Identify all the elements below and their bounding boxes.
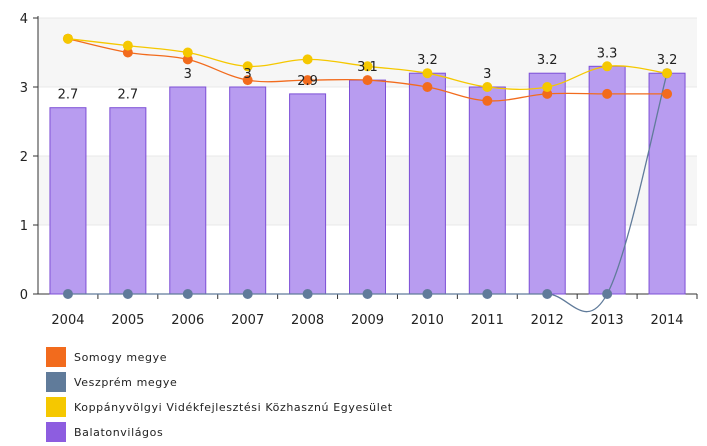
data-label: 3.2 (417, 53, 438, 68)
series-point (482, 95, 493, 106)
bar (468, 86, 506, 295)
x-tick-label: 2013 (591, 313, 624, 328)
legend-swatch (46, 397, 66, 417)
x-tick-label: 2014 (650, 313, 683, 328)
legend-swatch (46, 347, 66, 367)
legend-item[interactable]: Somogy megye (46, 345, 393, 369)
data-label: 2.7 (58, 88, 79, 103)
series-point (422, 289, 433, 299)
series-point (302, 75, 313, 86)
bar (588, 65, 626, 295)
legend-label: Balatonvilágos (74, 425, 164, 439)
series-point (662, 68, 673, 79)
series-point (602, 88, 613, 99)
x-tick-label: 2011 (471, 313, 504, 328)
data-label: 3 (244, 67, 252, 82)
legend-swatch (46, 372, 66, 392)
series-point (302, 289, 313, 299)
legend-item[interactable]: Balatonvilágos (46, 420, 393, 444)
bar (229, 86, 267, 295)
x-tick-label: 2010 (411, 313, 444, 328)
legend-item[interactable]: Veszprém megye (46, 370, 393, 394)
x-tick-label: 2007 (231, 313, 264, 328)
series-point (302, 54, 313, 65)
series-point (122, 289, 133, 299)
legend-label: Somogy megye (74, 350, 168, 364)
x-tick-label: 2008 (291, 313, 324, 328)
legend-item[interactable]: Koppányvölgyi Vidékfejlesztési Közhasznú… (46, 395, 393, 419)
x-tick-label: 2004 (51, 313, 84, 328)
legend-label: Koppányvölgyi Vidékfejlesztési Közhasznú… (74, 400, 393, 414)
data-label: 3.3 (597, 46, 618, 61)
series-point (482, 289, 493, 299)
series-point (422, 68, 433, 79)
bar (648, 72, 686, 295)
series-point (62, 289, 73, 299)
y-tick-label: 0 (20, 288, 28, 303)
data-label: 3.1 (357, 60, 378, 75)
y-tick-label: 4 (20, 12, 28, 27)
y-tick-label: 2 (20, 150, 28, 165)
data-label: 2.7 (118, 88, 139, 103)
series-point (242, 75, 253, 86)
series-point (242, 61, 253, 72)
data-label: 3 (483, 67, 491, 82)
data-label: 2.9 (297, 74, 318, 89)
series-point (362, 61, 373, 72)
series-point (422, 82, 433, 92)
series-point (242, 289, 253, 299)
series-point (542, 88, 553, 99)
bar (109, 107, 147, 295)
series-point (182, 47, 193, 58)
chart-plot: 0 1 2 3 4 2004 2005 2006 2007 2008 2009 2010 2011 201… (20, 12, 698, 328)
x-tick-label: 2012 (531, 313, 564, 328)
bar (408, 72, 446, 295)
bar (349, 79, 386, 295)
data-label: 3.2 (657, 53, 678, 68)
series-point (662, 88, 673, 99)
series-point (542, 82, 553, 92)
series-point (362, 75, 373, 86)
legend-swatch (46, 422, 66, 442)
series-point (482, 82, 493, 92)
y-tick-label: 3 (20, 81, 28, 96)
series-point (362, 289, 373, 299)
bar (289, 93, 327, 295)
y-tick-label: 1 (20, 219, 28, 234)
legend: Somogy megye Veszprém megye Koppányvölgyi … (46, 345, 393, 445)
series-point (182, 54, 193, 65)
bar (49, 107, 87, 295)
bar (528, 72, 566, 295)
series-point (182, 289, 193, 299)
x-tick-label: 2006 (171, 313, 204, 328)
series-point (602, 289, 613, 299)
series-point (122, 47, 133, 58)
data-label: 3.2 (537, 53, 558, 68)
legend-label: Veszprém megye (74, 375, 178, 389)
series-point (62, 33, 73, 44)
data-label: 3 (184, 67, 192, 82)
bar (169, 86, 207, 295)
x-tick-label: 2005 (111, 313, 144, 328)
series-point (602, 61, 613, 72)
series-point (122, 40, 133, 51)
series-point (542, 289, 553, 299)
x-tick-label: 2009 (351, 313, 384, 328)
